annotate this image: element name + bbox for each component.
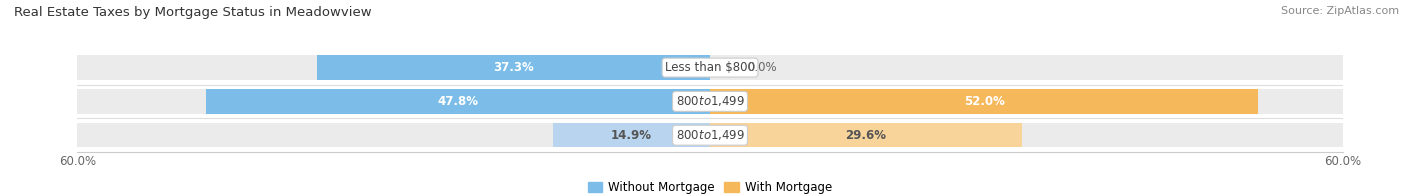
Text: $800 to $1,499: $800 to $1,499 [675,94,745,108]
Text: Source: ZipAtlas.com: Source: ZipAtlas.com [1281,6,1399,16]
Text: Less than $800: Less than $800 [665,61,755,74]
Text: 37.3%: 37.3% [494,61,534,74]
Text: Real Estate Taxes by Mortgage Status in Meadowview: Real Estate Taxes by Mortgage Status in … [14,6,371,19]
Text: 14.9%: 14.9% [612,129,652,142]
Text: $800 to $1,499: $800 to $1,499 [675,128,745,142]
Bar [316,55,710,80]
Bar [77,123,1343,147]
Bar [77,89,1343,113]
Text: 0.0%: 0.0% [747,61,776,74]
Bar [77,55,1343,80]
Bar [553,123,710,147]
Text: 29.6%: 29.6% [845,129,887,142]
Text: 47.8%: 47.8% [437,95,478,108]
Bar [710,89,1258,113]
Bar [710,123,1022,147]
Legend: Without Mortgage, With Mortgage: Without Mortgage, With Mortgage [583,176,837,195]
Text: 52.0%: 52.0% [963,95,1005,108]
Bar [207,89,710,113]
